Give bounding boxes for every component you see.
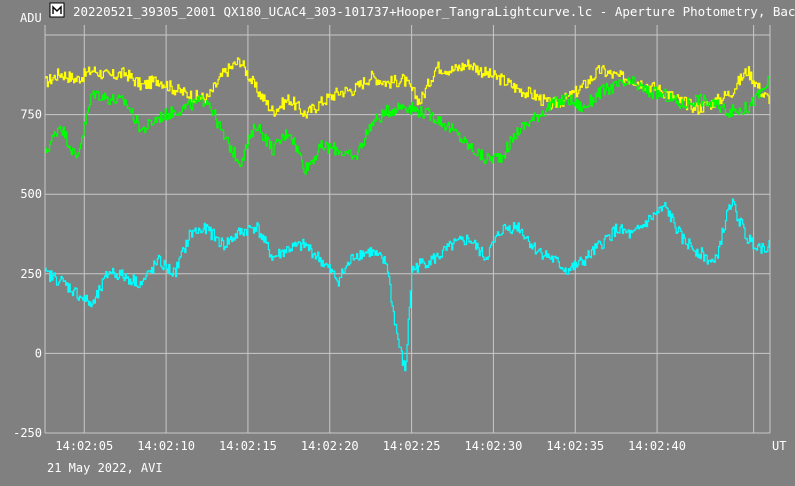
y-tick-label-4: 750 bbox=[20, 108, 42, 122]
window-title: 20220521_39305_2001 QX180_UCAC4_303-1017… bbox=[73, 4, 795, 19]
y-axis-label: ADU bbox=[20, 11, 42, 25]
x-tick-label-4: 14:02:25 bbox=[383, 439, 441, 453]
series-line-2 bbox=[45, 198, 770, 372]
tick-labels: -250 0 250 500 750 14:02:05 14:02:10 14:02:15 14… bbox=[13, 108, 686, 453]
x-tick-label-7: 14:02:40 bbox=[628, 439, 686, 453]
series-line-1 bbox=[45, 76, 770, 175]
x-axis-label: UT bbox=[772, 439, 786, 453]
series-layer bbox=[45, 57, 770, 372]
date-label: 21 May 2022, AVI bbox=[47, 461, 163, 475]
y-tick-label-0: -250 bbox=[13, 426, 42, 440]
x-tick-label-6: 14:02:35 bbox=[546, 439, 604, 453]
series-line-0 bbox=[45, 57, 770, 119]
y-tick-label-2: 250 bbox=[20, 267, 42, 281]
x-tick-label-1: 14:02:10 bbox=[137, 439, 195, 453]
grid-lines bbox=[44, 25, 771, 434]
y-tick-label-3: 500 bbox=[20, 187, 42, 201]
x-tick-label-2: 14:02:15 bbox=[219, 439, 277, 453]
x-tick-label-5: 14:02:30 bbox=[465, 439, 523, 453]
app-logo-icon bbox=[49, 2, 65, 18]
x-tick-label-3: 14:02:20 bbox=[301, 439, 359, 453]
y-tick-label-1: 0 bbox=[35, 346, 42, 360]
x-tick-label-0: 14:02:05 bbox=[55, 439, 113, 453]
